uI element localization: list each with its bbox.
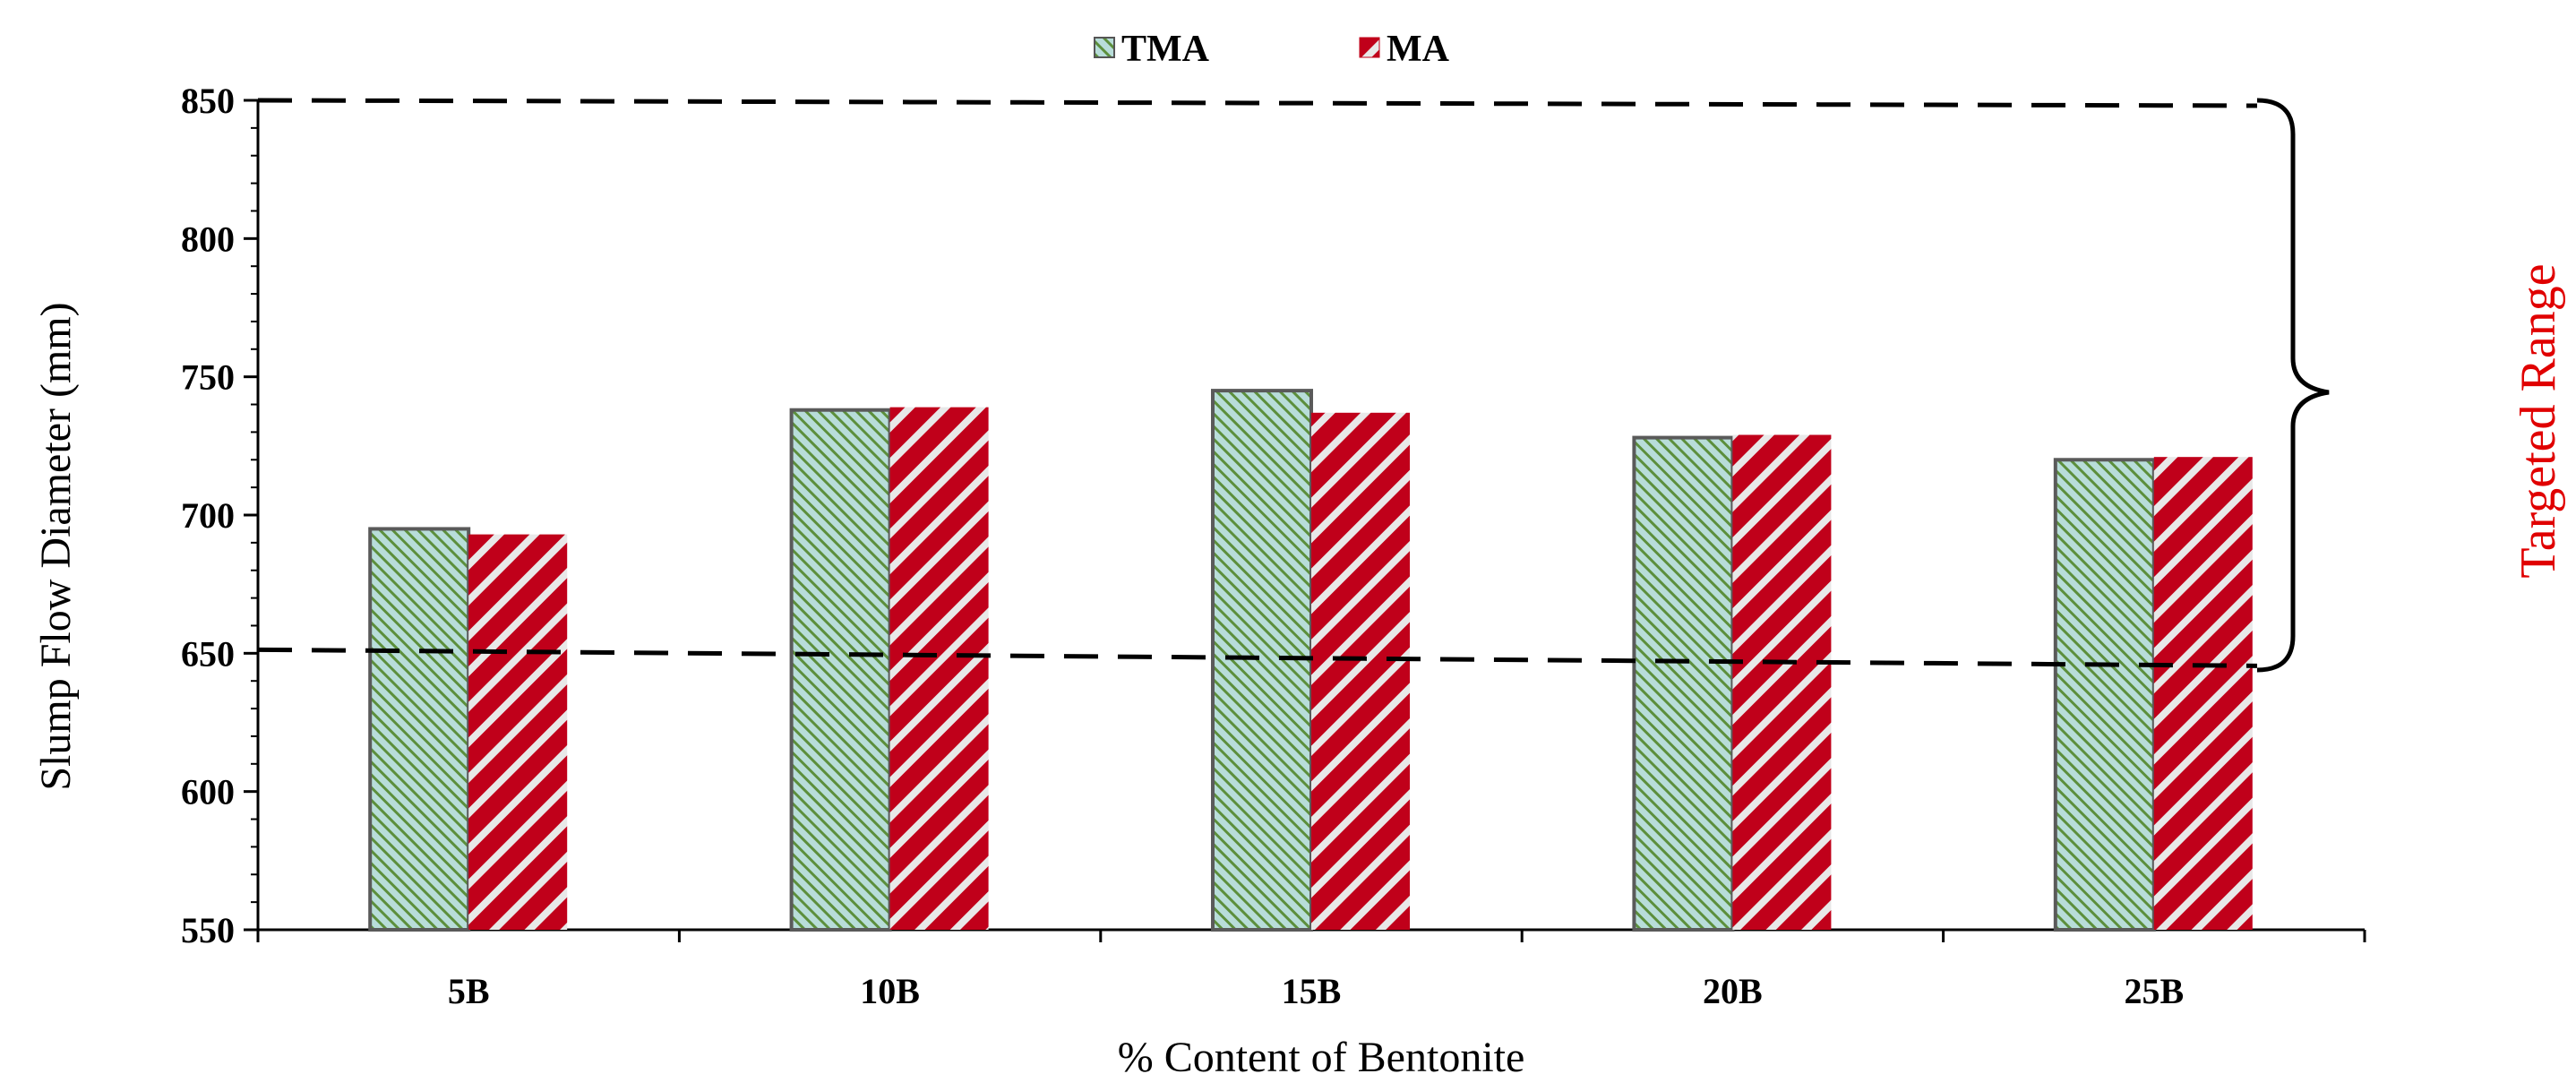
bar-tma-5b <box>368 527 471 932</box>
bar-tma-20b <box>1632 435 1735 932</box>
y-tick-label: 650 <box>181 633 235 674</box>
bar-tma-25b <box>2053 458 2156 932</box>
upper-limit-line <box>257 98 2258 108</box>
legend-label-tma: TMA <box>1121 29 1210 70</box>
bar-ma-10b <box>889 407 989 930</box>
range-bracket <box>2256 98 2330 673</box>
bars <box>368 389 2253 932</box>
y-tick-label: 600 <box>181 772 235 812</box>
y-tick-label: 850 <box>181 81 235 121</box>
x-tick-label: 20B <box>1703 971 1763 1011</box>
y-tick-label: 800 <box>181 219 235 259</box>
reference-lines <box>257 98 2258 668</box>
x-tick-label: 5B <box>448 971 490 1011</box>
bar-ma-25b <box>2153 457 2253 930</box>
axes: 550 600 650 700 750 800 850 5B 10B 15B 20B 25B <box>181 81 2366 1011</box>
bar-ma-20b <box>1732 434 1832 930</box>
bar-ma-15b <box>1311 412 1410 930</box>
bar-ma-5b <box>468 534 568 930</box>
targeted-range-label: Targeted Range <box>2511 263 2566 578</box>
bar-tma-10b <box>789 408 892 932</box>
legend: TMA MA <box>1094 29 1450 70</box>
x-axis-title: % Content of Bentonite <box>1118 1034 1525 1081</box>
legend-label-ma: MA <box>1387 29 1450 70</box>
y-axis-title: Slump Flow Diameter (mm) <box>32 302 80 790</box>
x-tick-label: 10B <box>860 971 920 1011</box>
legend-swatch-ma <box>1359 37 1380 58</box>
lower-limit-line <box>257 647 2258 668</box>
legend-swatch-tma <box>1094 37 1115 58</box>
y-tick-label: 550 <box>181 910 235 950</box>
y-tick-label: 750 <box>181 357 235 398</box>
x-tick-label: 15B <box>1282 971 1342 1011</box>
y-tick-label: 700 <box>181 495 235 536</box>
x-tick-label: 25B <box>2124 971 2184 1011</box>
